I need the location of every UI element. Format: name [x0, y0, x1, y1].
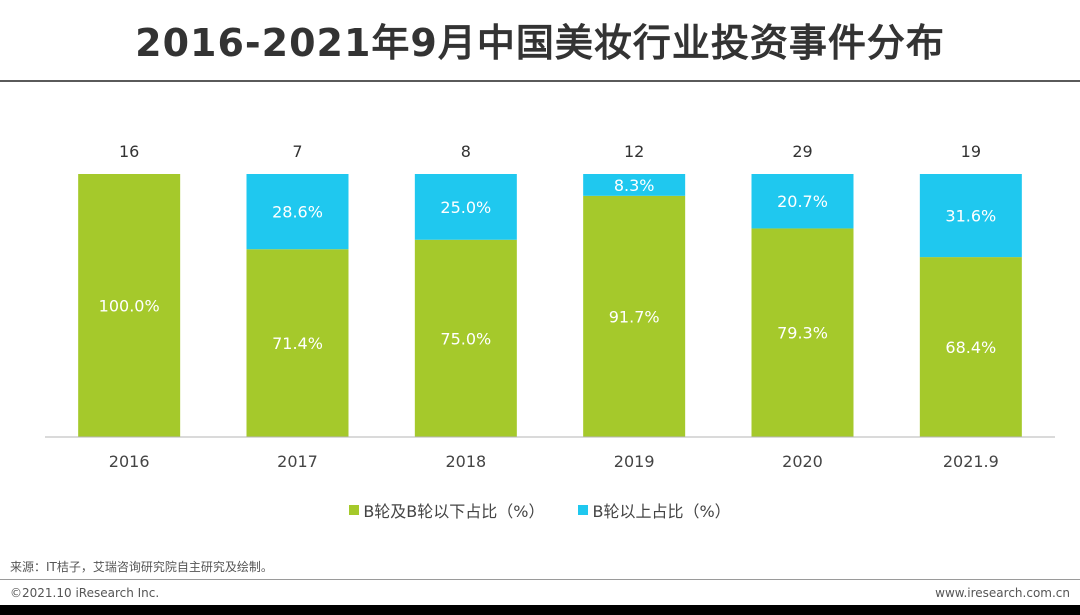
data-label-b-and-below-2016: 100.0% — [99, 297, 160, 316]
bar-above-b-2019 — [583, 174, 686, 196]
legend-label-b-and-below: B轮及B轮以下占比（%） — [363, 502, 545, 521]
legend-item-above-b: B轮以上占比（%） — [578, 498, 731, 522]
copyright: ©2021.10 iResearch Inc. — [10, 586, 160, 600]
x-tick-label-2021.9: 2021.9 — [943, 452, 999, 471]
legend-label-above-b: B轮以上占比（%） — [592, 502, 731, 521]
bar-b-and-below-2019 — [583, 195, 686, 437]
x-tick-label-2017: 2017 — [277, 452, 318, 471]
data-label-above-b-2020: 20.7% — [777, 192, 828, 211]
bar-above-b-2021.9 — [919, 174, 1022, 258]
data-label-above-b-2018: 25.0% — [440, 198, 491, 217]
source-note: 来源：IT桔子，艾瑞咨询研究院自主研究及绘制。 — [10, 560, 273, 574]
footer-divider — [0, 579, 1080, 580]
x-tick-label-2020: 2020 — [782, 452, 823, 471]
bar-above-b-2017 — [246, 174, 349, 250]
data-label-b-and-below-2019: 91.7% — [609, 307, 660, 326]
data-label-b-and-below-2020: 79.3% — [777, 324, 828, 343]
bar-b-and-below-2017 — [246, 249, 349, 437]
total-label-2016: 16 — [119, 142, 139, 161]
x-tick-label-2016: 2016 — [109, 452, 150, 471]
legend: B轮及B轮以下占比（%） B轮以上占比（%） — [0, 498, 1080, 522]
legend-swatch-b-and-below — [349, 505, 360, 515]
bar-above-b-2018 — [414, 174, 517, 240]
legend-item-b-and-below: B轮及B轮以下占比（%） — [349, 498, 544, 522]
data-label-above-b-2021.9: 31.6% — [945, 207, 996, 226]
x-tick-label-2018: 2018 — [445, 452, 486, 471]
total-label-2018: 8 — [461, 142, 471, 161]
data-label-b-and-below-2017: 71.4% — [272, 334, 323, 353]
title-divider — [0, 80, 1080, 82]
total-label-2020: 29 — [792, 142, 812, 161]
total-label-2017: 7 — [292, 142, 302, 161]
bar-b-and-below-2021.9 — [919, 257, 1022, 437]
bar-above-b-2020 — [751, 174, 854, 229]
total-label-2021.9: 19 — [961, 142, 981, 161]
website: www.iresearch.com.cn — [935, 586, 1070, 600]
chart-title: 2016-2021年9月中国美妆行业投资事件分布 — [135, 21, 945, 65]
x-tick-label-2019: 2019 — [614, 452, 655, 471]
bar-b-and-below-2016 — [78, 174, 181, 437]
stacked-bar-chart: 100.0% 16 2016 71.4% 28.6% 7 2017 75.0% 25.0% 8 20… — [45, 142, 1055, 471]
data-label-b-and-below-2018: 75.0% — [440, 329, 491, 348]
bar-b-and-below-2018 — [414, 239, 517, 437]
data-label-above-b-2017: 28.6% — [272, 203, 323, 222]
legend-swatch-above-b — [578, 505, 589, 515]
bar-b-and-below-2020 — [751, 228, 854, 437]
data-label-above-b-2019: 8.3% — [614, 176, 655, 195]
data-label-b-and-below-2021.9: 68.4% — [945, 338, 996, 357]
total-label-2019: 12 — [624, 142, 644, 161]
